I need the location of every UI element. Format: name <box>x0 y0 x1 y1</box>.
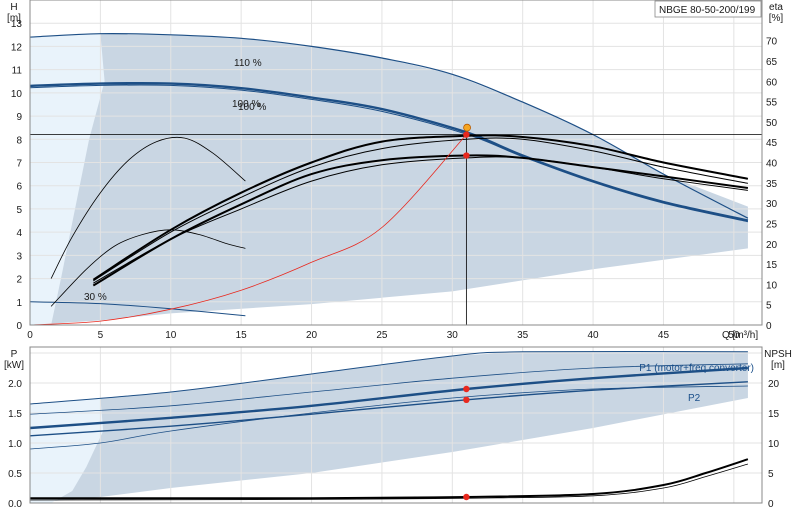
power-series-3 <box>29 363 748 415</box>
y-right-tick-label: 30 <box>766 199 778 210</box>
head-series-5 <box>92 154 749 287</box>
speed-label-100: 100 % <box>232 99 260 110</box>
power-series-1 <box>29 381 748 437</box>
head-series-0 <box>29 32 749 219</box>
x-tick-label: 25 <box>376 330 388 341</box>
power-series-5 <box>29 458 749 500</box>
y-tick-label: 4 <box>16 228 22 239</box>
title-box <box>654 0 762 18</box>
x-tick-label: 5 <box>98 330 104 341</box>
y-tick-label: 7 <box>16 159 22 170</box>
head-series-9 <box>50 229 246 307</box>
npsh-axis-label: NPSH [m] <box>764 349 792 371</box>
head-series-2 <box>29 84 749 223</box>
head-series-6 <box>93 137 748 282</box>
y-tick-label: 11 <box>12 66 23 77</box>
head-series-7 <box>92 134 749 281</box>
y-right-tick-label: 50 <box>766 118 778 129</box>
y-tick-label: 3 <box>16 251 22 262</box>
power-series-2 <box>29 350 748 405</box>
x-tick-label: 45 <box>658 330 670 341</box>
power-series-4 <box>29 385 748 450</box>
power-tick-label: 1.5 <box>8 409 22 420</box>
power-series-6 <box>29 463 749 501</box>
power-tick-label: 0.5 <box>8 469 22 480</box>
power-plot-frame <box>29 346 763 504</box>
y-tick-label: 0 <box>16 321 22 332</box>
low-flow-zone <box>30 33 105 326</box>
x-tick-label: 35 <box>517 330 529 341</box>
y-tick-label: 13 <box>11 19 23 30</box>
y-right-tick-label: 40 <box>766 159 778 170</box>
operating-envelope <box>30 33 748 326</box>
y-right-tick-label: 25 <box>766 219 778 230</box>
y-right-tick-label: 65 <box>766 57 778 68</box>
npsh-tick-label: 5 <box>768 469 774 480</box>
efficiency-point <box>463 152 470 159</box>
y-right-tick-label: 60 <box>766 77 778 88</box>
y-tick-label: 8 <box>16 135 22 146</box>
head-plot-frame <box>29 0 763 326</box>
head-series-3 <box>29 301 246 317</box>
y-tick-label: 10 <box>11 89 23 100</box>
x-tick-label: 15 <box>236 330 248 341</box>
y-right-tick-label: 15 <box>766 260 778 271</box>
head-series-8 <box>50 136 246 279</box>
power-point-2 <box>463 493 470 501</box>
npsh-tick-label: 10 <box>768 439 780 450</box>
y-tick-label: 12 <box>11 42 23 53</box>
y-tick-label: 2 <box>16 275 22 286</box>
y-right-tick-label: 20 <box>766 240 778 251</box>
power-point-1 <box>463 396 470 403</box>
speed-label-100b: 100 % <box>238 102 266 113</box>
y-right-axis-label: eta [%] <box>769 2 784 24</box>
x-tick-label: 0 <box>27 330 33 341</box>
y-right-tick-label: 70 <box>766 37 778 48</box>
operating-point <box>463 131 470 138</box>
power-point-0 <box>463 385 470 393</box>
y-tick-label: 1 <box>16 298 22 309</box>
power-tick-label: 1.0 <box>8 439 22 450</box>
power-series-0 <box>29 366 748 430</box>
y-right-tick-label: 35 <box>766 179 778 190</box>
legend-p1: P1 (motor+freq.converter) <box>639 363 754 374</box>
y-right-tick-label: 55 <box>766 98 778 109</box>
npsh-tick-label: 20 <box>768 379 780 390</box>
chart-title: NBGE 80-50-200/199 <box>659 5 756 16</box>
speed-label-110: 110 % <box>234 58 262 69</box>
head-series-10 <box>29 134 467 326</box>
operating-point-marker <box>463 123 471 132</box>
x-tick-label: 40 <box>588 330 600 341</box>
y-axis-label: H [m] <box>7 2 21 24</box>
x-axis-label: Q [m³/h] <box>722 330 758 341</box>
speed-label-30: 30 % <box>84 292 107 303</box>
power-envelope <box>30 351 748 503</box>
x-tick-label: 50 <box>728 330 740 341</box>
head-series-4 <box>93 156 748 284</box>
y-right-tick-label: 5 <box>766 301 772 312</box>
npsh-tick-label: 15 <box>768 409 780 420</box>
y-tick-label: 5 <box>16 205 22 216</box>
x-tick-label: 20 <box>306 330 318 341</box>
y-right-tick-label: 45 <box>766 138 778 149</box>
y-right-tick-label: 0 <box>766 321 772 332</box>
power-axis-label: P [kW] <box>4 349 24 371</box>
x-tick-label: 10 <box>165 330 177 341</box>
y-tick-label: 6 <box>16 182 22 193</box>
x-tick-label: 30 <box>447 330 459 341</box>
head-series-1 <box>29 81 749 222</box>
power-tick-label: 0.0 <box>8 499 22 510</box>
npsh-tick-label: 0 <box>768 499 774 510</box>
legend-p2: P2 <box>688 393 701 404</box>
y-right-tick-label: 10 <box>766 280 778 291</box>
y-tick-label: 9 <box>16 112 22 123</box>
power-tick-label: 2.0 <box>8 379 22 390</box>
